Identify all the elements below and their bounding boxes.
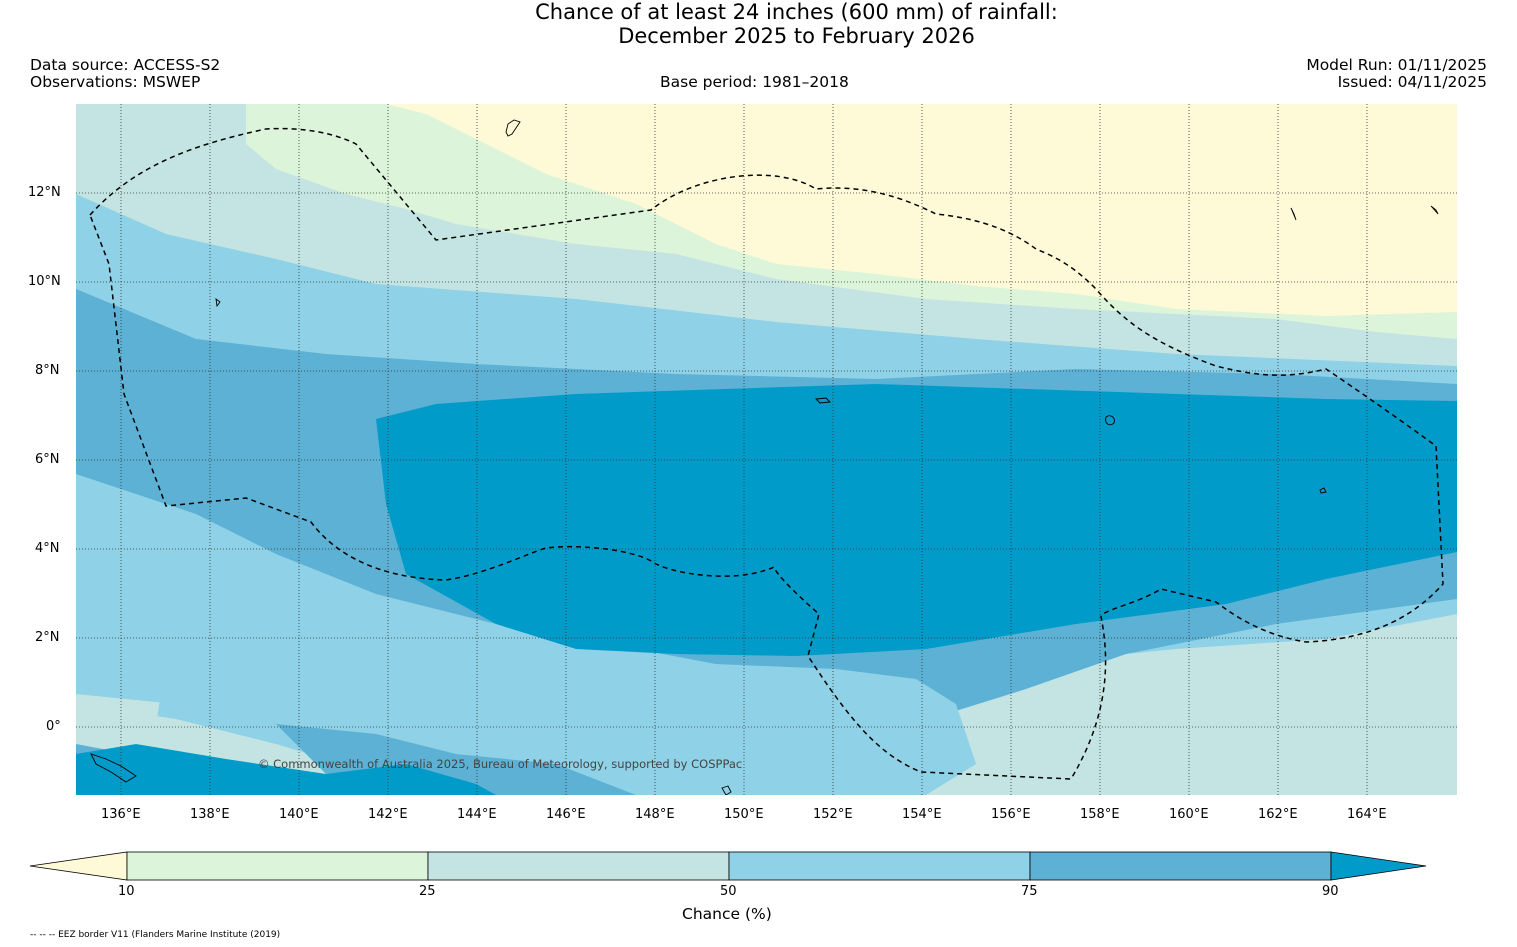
colorbar-tick-10: 10 bbox=[118, 884, 135, 899]
lat-label-10n: 10°N bbox=[28, 274, 61, 289]
colorbar-tick-90: 90 bbox=[1322, 884, 1339, 899]
lon-label-160e: 160°E bbox=[1169, 807, 1209, 822]
lon-label-138e: 138°E bbox=[190, 807, 230, 822]
observations-label: Observations: MSWEP bbox=[30, 73, 201, 91]
eez-footnote: -- -- -- EEZ border V11 (Flanders Marine… bbox=[30, 930, 281, 940]
colorbar-tick-75: 75 bbox=[1021, 884, 1038, 899]
lon-label-156e: 156°E bbox=[991, 807, 1031, 822]
band-above-90-sw-patch bbox=[76, 744, 496, 795]
lat-label-8n: 8°N bbox=[35, 363, 60, 378]
colorbar-tick-25: 25 bbox=[419, 884, 436, 899]
colorbar-segment-below-10 bbox=[29, 851, 128, 881]
lon-label-148e: 148°E bbox=[635, 807, 675, 822]
colorbar-segment-10-25 bbox=[126, 851, 429, 881]
lon-label-140e: 140°E bbox=[279, 807, 319, 822]
lat-label-0: 0° bbox=[46, 719, 61, 734]
map-title-line1: Chance of at least 24 inches (600 mm) of… bbox=[535, 0, 1058, 24]
lon-label-154e: 154°E bbox=[902, 807, 942, 822]
lat-label-12n: 12°N bbox=[28, 185, 61, 200]
base-period-label: Base period: 1981–2018 bbox=[660, 73, 849, 91]
copyright-credit: © Commonwealth of Australia 2025, Bureau… bbox=[258, 757, 743, 771]
lon-label-146e: 146°E bbox=[546, 807, 586, 822]
lon-label-142e: 142°E bbox=[368, 807, 408, 822]
lat-gridlines bbox=[76, 192, 1457, 728]
lat-label-6n: 6°N bbox=[35, 452, 60, 467]
lon-label-164e: 164°E bbox=[1347, 807, 1387, 822]
map-title-line2: December 2025 to February 2026 bbox=[618, 24, 975, 48]
lon-label-150e: 150°E bbox=[724, 807, 764, 822]
lon-label-136e: 136°E bbox=[101, 807, 141, 822]
island-outlines bbox=[90, 119, 1439, 795]
colorbar-title: Chance (%) bbox=[682, 905, 772, 923]
lon-label-158e: 158°E bbox=[1080, 807, 1120, 822]
lon-gridlines bbox=[120, 104, 1368, 795]
eez-border bbox=[89, 127, 1444, 780]
lon-label-152e: 152°E bbox=[813, 807, 853, 822]
lon-label-144e: 144°E bbox=[457, 807, 497, 822]
colorbar-segment-25-50 bbox=[427, 851, 730, 881]
issued-label: Issued: 04/11/2025 bbox=[1337, 73, 1487, 91]
lat-label-4n: 4°N bbox=[35, 541, 60, 556]
lat-label-2n: 2°N bbox=[35, 630, 60, 645]
colorbar bbox=[29, 851, 1427, 881]
band-above-90-region bbox=[376, 384, 1457, 656]
rainfall-chance-map bbox=[76, 104, 1457, 795]
model-run-label: Model Run: 01/11/2025 bbox=[1306, 56, 1487, 74]
data-source-label: Data source: ACCESS-S2 bbox=[30, 56, 221, 74]
lon-label-162e: 162°E bbox=[1258, 807, 1298, 822]
colorbar-segment-50-75 bbox=[728, 851, 1031, 881]
colorbar-segment-above-90 bbox=[1330, 851, 1427, 881]
band-50-75-south-patch bbox=[76, 474, 976, 795]
colorbar-segment-75-90 bbox=[1029, 851, 1332, 881]
colorbar-tick-50: 50 bbox=[720, 884, 737, 899]
